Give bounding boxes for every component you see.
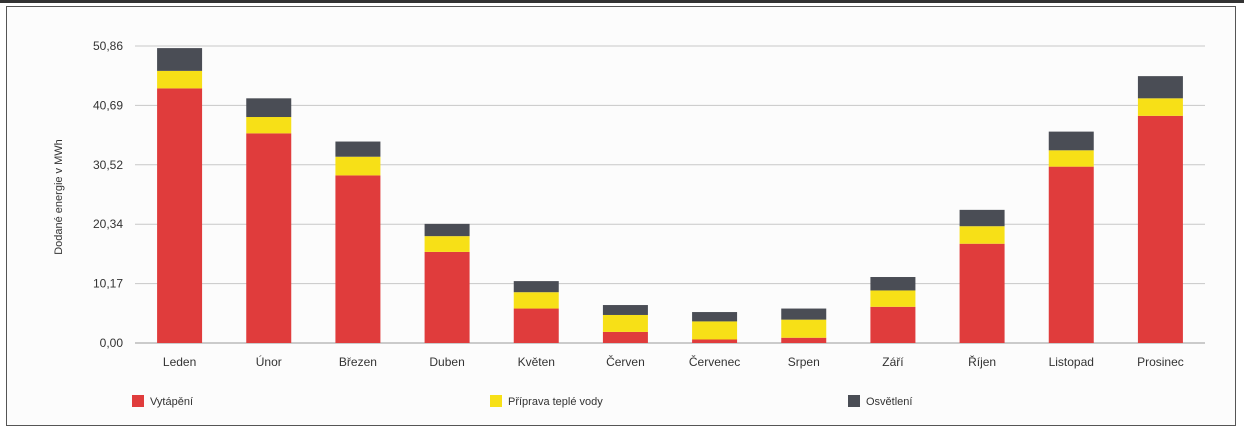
bar-segment [335,156,381,176]
top-border [0,0,1244,3]
bar-segment [692,312,738,322]
bar-segment [602,305,648,315]
bar-segment [1048,150,1094,167]
bars [157,48,1183,344]
bar-segment [424,223,470,237]
bar-segment [870,277,916,291]
bar-segment [602,314,648,332]
bar-segment [692,321,738,340]
legend-label: Osvětlení [866,396,912,408]
y-tick-label: 50,86 [93,39,123,53]
bar-segment [246,133,292,343]
legend: Vytápění Příprava teplé vody Osvětlení [132,395,912,408]
legend-label: Příprava teplé vody [508,396,603,408]
bar-segment [335,141,381,157]
x-tick-label: Září [882,355,904,369]
gridlines [135,45,1205,344]
x-tick-label: Březen [339,355,377,369]
bar-segment [246,98,292,118]
bar-segment [157,70,203,89]
bar-segment [959,226,1005,244]
x-tick-label: Červenec [689,354,740,369]
bar-segment [1048,131,1094,151]
bar-segment [1137,115,1183,344]
x-tick-label: Říjen [968,354,996,369]
bar-segment [246,117,292,134]
bar-segment [602,331,648,343]
bar-segment [513,292,559,309]
x-tick-label: Duben [429,355,464,369]
y-tick-label: 20,34 [93,217,123,231]
bar-segment [959,209,1005,227]
legend-label: Vytápění [150,396,193,408]
y-tick-label: 40,69 [93,98,123,112]
y-tick-label: 10,17 [93,277,123,291]
bar-segment [1137,98,1183,116]
x-tick-label: Květen [518,355,555,369]
x-tick-label: Červen [606,354,645,369]
bar-segment [1137,76,1183,99]
x-tick-label: Prosinec [1137,355,1184,369]
bar-segment [870,306,916,343]
x-axis-labels: Leden Únor Březen Duben Květen Červen Červenec… [163,354,1184,369]
bar-segment [335,175,381,343]
bar-segment [157,88,203,343]
bar-segment [424,251,470,343]
bar-segment [513,281,559,293]
bar-segment [1048,166,1094,343]
bar-segment [424,236,470,252]
y-tick-label: 0,00 [100,336,124,350]
y-tick-label: 30,52 [93,158,123,172]
bar-segment [781,319,827,338]
bar-segment [781,308,827,320]
bar-segment [870,290,916,307]
bar-segment [157,48,203,71]
bar-segment [959,243,1005,343]
x-tick-label: Srpen [788,355,820,369]
legend-swatch [848,395,860,407]
y-axis-label: Dodané energie v MWh [53,139,65,255]
bar-segment [513,308,559,343]
bar-segment [781,337,827,343]
legend-swatch [132,395,144,407]
x-tick-label: Listopad [1049,355,1094,369]
bar-segment [692,339,738,343]
legend-swatch [490,395,502,407]
x-tick-label: Leden [163,355,196,369]
x-tick-label: Únor [256,354,282,369]
chart-frame [6,6,1236,426]
y-axis-ticks: 50,86 40,69 30,52 20,34 10,17 0,00 [93,39,123,350]
